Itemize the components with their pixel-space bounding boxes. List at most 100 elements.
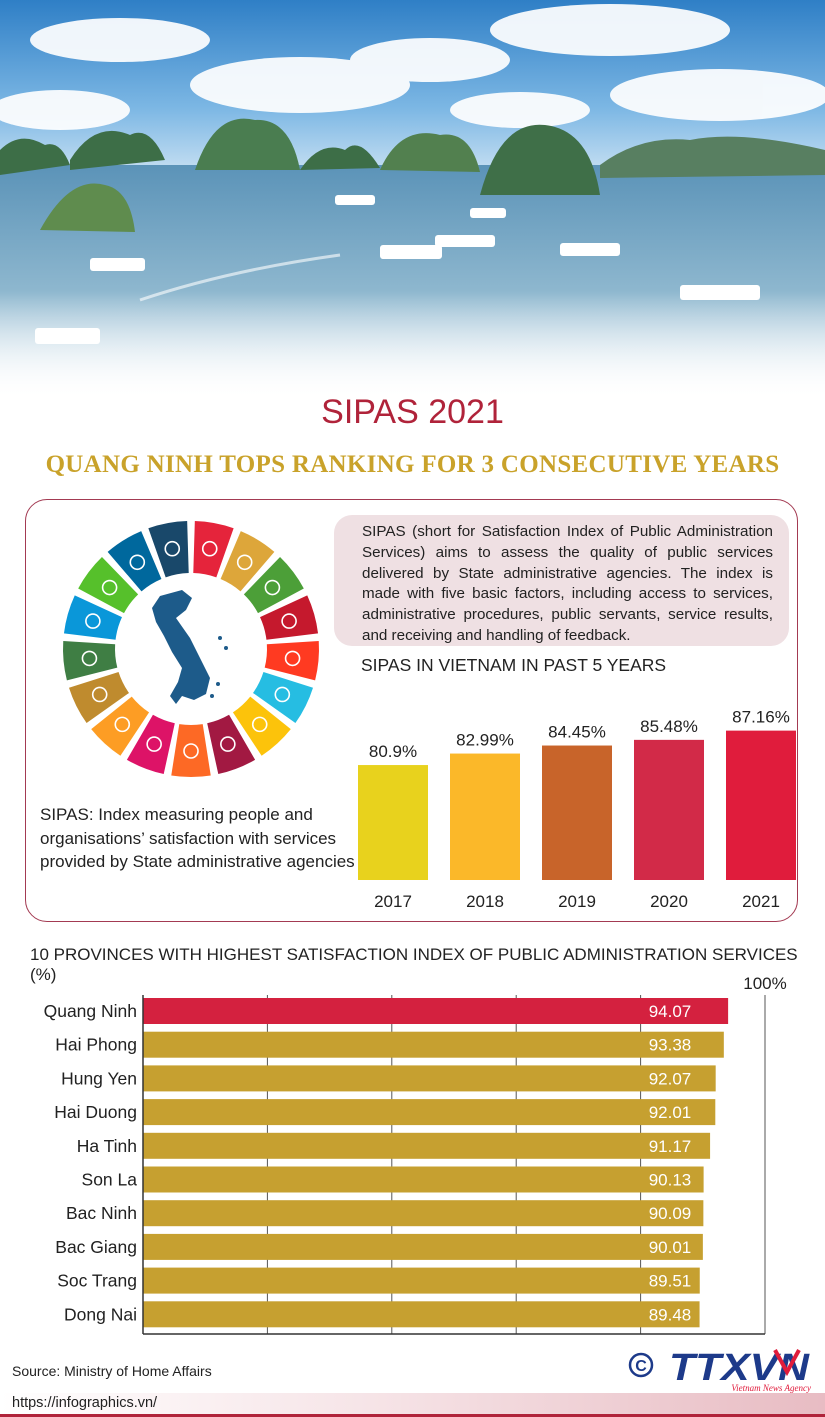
province-name-label: Son La: [82, 1170, 138, 1190]
sdg-segment: [148, 521, 189, 578]
axis-max-label: 100%: [743, 974, 786, 993]
province-value-label: 91.17: [649, 1137, 692, 1156]
province-value-label: 89.51: [649, 1272, 692, 1291]
province-bar: [143, 1301, 700, 1328]
province-bar: [143, 1200, 704, 1227]
sdg-segment: [63, 641, 118, 681]
logo-subtext: Vietnam News Agency: [731, 1383, 811, 1393]
footer-rule: [0, 1414, 825, 1417]
island-dot: [224, 646, 228, 650]
sdg-goal-icon: [85, 613, 101, 629]
province-bar: [143, 1233, 703, 1260]
province-value-label: 93.38: [649, 1036, 692, 1055]
sdg-goal-icon: [284, 650, 301, 667]
sipas-definition: SIPAS: Index measuring people and organi…: [40, 805, 355, 871]
year-value-label: 87.16%: [732, 708, 790, 727]
island-dot: [210, 694, 214, 698]
sdg-segment: [264, 641, 319, 681]
year-tick-label: 2019: [558, 892, 596, 911]
page-title: SIPAS 2021: [321, 393, 504, 431]
year-bar: [358, 765, 428, 880]
sdg-segment: [252, 671, 314, 724]
province-value-label: 92.01: [649, 1103, 692, 1122]
sdg-goal-icon: [114, 716, 131, 733]
sdg-goal-icon: [101, 579, 118, 596]
province-name-label: Soc Trang: [57, 1271, 137, 1291]
ttxvn-logo-icon: C TTXVN Vietnam News Agency: [628, 1347, 811, 1393]
site-link[interactable]: https://infographics.vn/: [12, 1395, 158, 1411]
year-bar: [726, 730, 796, 880]
copyright-icon: [628, 1352, 654, 1378]
sdg-goal-icon: [81, 650, 98, 667]
logo-accent-icon: [773, 1349, 801, 1377]
province-name-label: Quang Ninh: [44, 1001, 137, 1021]
province-name-label: Ha Tinh: [77, 1136, 137, 1156]
province-name-label: Hai Duong: [54, 1102, 137, 1122]
vietnam-map-icon: [152, 590, 210, 704]
sdg-segment: [78, 557, 139, 614]
province-name-label: Hai Phong: [55, 1035, 137, 1055]
sdg-segment: [107, 531, 162, 592]
sdg-segment: [260, 595, 319, 640]
description-box: SIPAS (short for Satisfaction Index of P…: [334, 515, 789, 646]
year-bar: [450, 753, 520, 880]
year-value-label: 84.45%: [548, 723, 606, 742]
sdg-segment: [68, 671, 130, 724]
year-tick-label: 2017: [374, 892, 412, 911]
province-name-label: Hung Yen: [61, 1068, 137, 1088]
sdg-goal-icon: [201, 540, 218, 557]
province-value-label: 94.07: [649, 1002, 692, 1021]
province-bar: [143, 1166, 704, 1193]
island-dot: [218, 636, 222, 640]
province-value-label: 90.13: [649, 1171, 692, 1190]
island-dot: [216, 682, 220, 686]
sdg-goal-icon: [274, 686, 291, 703]
province-bar: [143, 1031, 724, 1058]
sdg-segment: [193, 521, 234, 578]
province-name-label: Bac Ninh: [66, 1203, 137, 1223]
year-tick-label: 2020: [650, 892, 688, 911]
sdg-segment: [126, 714, 175, 775]
sdg-segment: [220, 531, 275, 592]
sdg-goal-icon: [220, 736, 236, 752]
provinces-ranking-chart: 100% 94.07 Quang Ninh 93.38 Hai Phong 92.07 Hu…: [44, 974, 787, 1335]
year-tick-label: 2021: [742, 892, 780, 911]
sdg-segment: [232, 696, 291, 756]
info-panel: [25, 499, 798, 922]
province-bar: [143, 1132, 711, 1159]
province-value-label: 90.09: [649, 1204, 692, 1223]
sdg-goal-icon: [183, 743, 199, 759]
year-value-label: 80.9%: [369, 742, 417, 761]
province-bar: [143, 1099, 716, 1126]
sdg-segment: [63, 595, 122, 640]
sdg-goal-icon: [281, 613, 297, 629]
page-subtitle: QUANG NINH TOPS RANKING FOR 3 CONSECUTIV…: [45, 451, 780, 478]
sdg-goal-icon: [264, 579, 281, 596]
sdg-segment: [171, 724, 211, 777]
province-bar: [143, 1065, 716, 1092]
sdg-segment: [91, 696, 150, 756]
copyright-letter: C: [635, 1358, 647, 1375]
sdg-wheel-icon: [63, 521, 319, 777]
chart1-title: SIPAS IN VIETNAM IN PAST 5 YEARS: [361, 655, 667, 675]
sdg-segment: [207, 714, 256, 775]
province-bar: [143, 1267, 700, 1294]
province-value-label: 92.07: [649, 1069, 692, 1088]
year-bar: [634, 739, 704, 880]
chart2-title: 10 PROVINCES WITH HIGHEST SATISFACTION I…: [30, 945, 798, 984]
year-value-label: 85.48%: [640, 717, 698, 736]
sdg-goal-icon: [146, 736, 162, 752]
sdg-goal-icon: [91, 686, 108, 703]
hero-bay-illustration: [0, 0, 825, 400]
sdg-goal-icon: [164, 540, 181, 557]
footer-bar: [0, 1393, 825, 1417]
year-value-label: 82.99%: [456, 731, 514, 750]
year-bar: [542, 745, 612, 880]
year-tick-label: 2018: [466, 892, 504, 911]
sipas-yearly-chart: 80.9% 2017 82.99% 2018 84.45% 2019 85.48% 2020 8…: [358, 708, 796, 911]
province-bar: [143, 998, 729, 1024]
province-value-label: 90.01: [649, 1238, 692, 1257]
province-value-label: 89.48: [649, 1305, 692, 1324]
sdg-goal-icon: [129, 554, 146, 571]
sdg-goal-icon: [236, 554, 253, 571]
